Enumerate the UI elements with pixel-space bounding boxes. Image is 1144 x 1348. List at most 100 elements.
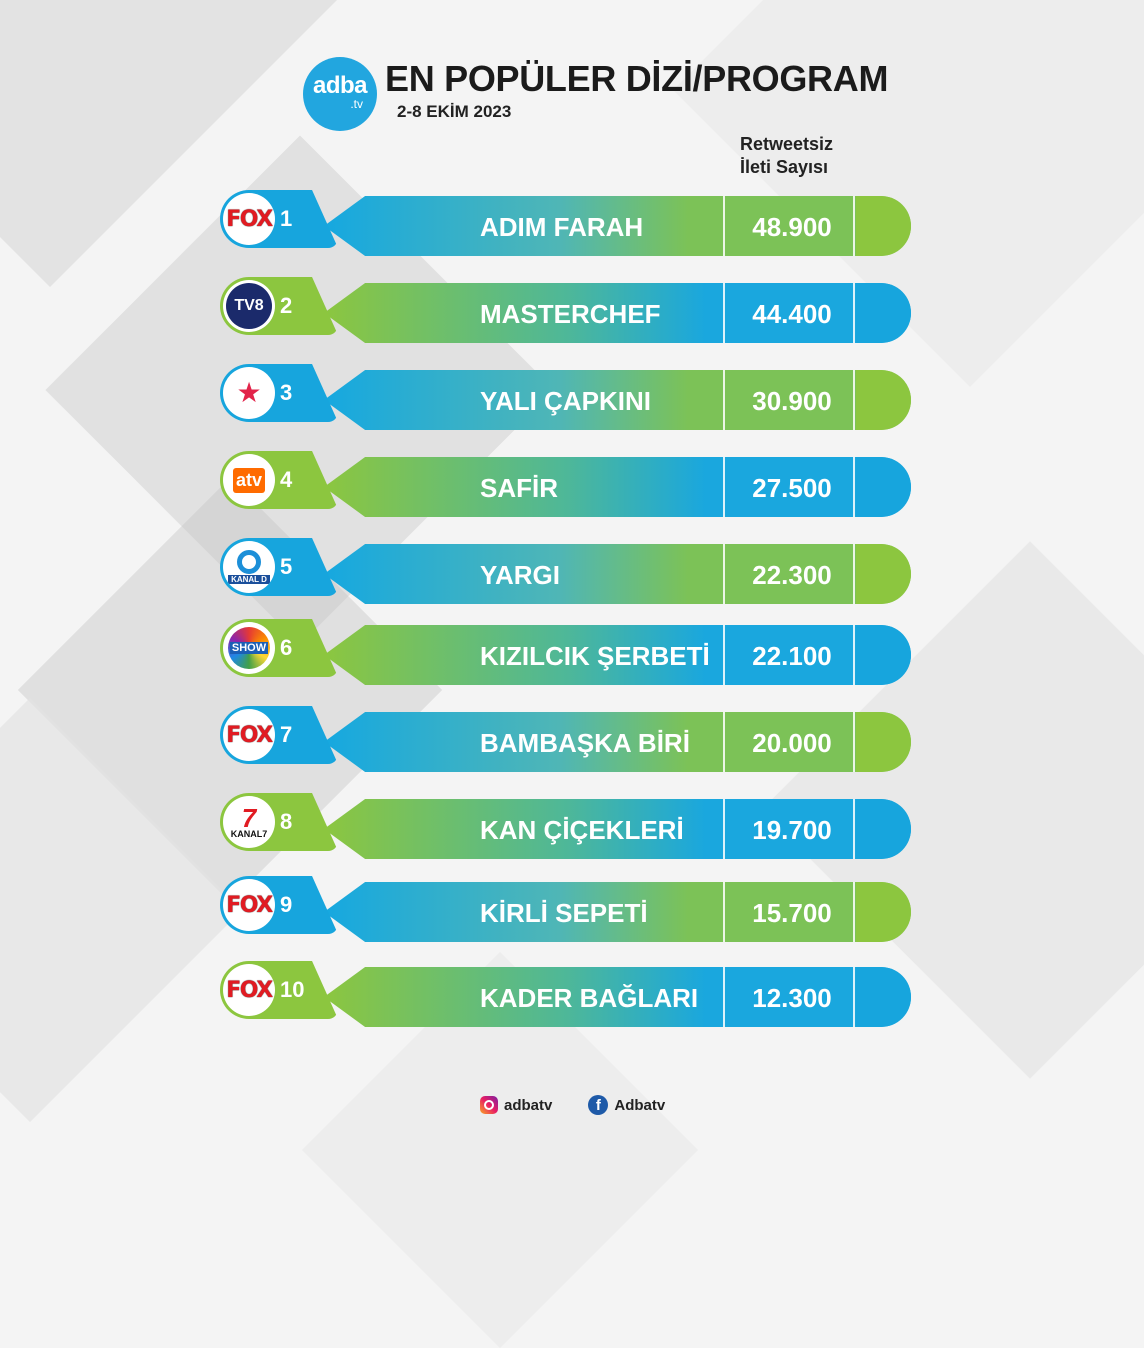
rank-number: 9 — [280, 892, 293, 917]
instagram-handle[interactable]: adbatv — [480, 1096, 552, 1114]
channel-badge: KANAL D — [223, 541, 275, 593]
ranking-bar: YARGI 22.300 — [324, 544, 911, 604]
logo-suffix: .tv — [350, 97, 363, 111]
page-title: EN POPÜLER DİZİ/PROGRAM — [385, 58, 889, 99]
program-name: KADER BAĞLARI — [480, 983, 699, 1013]
rank-number: 7 — [280, 722, 293, 747]
ranking-row: YALI ÇAPKINI 30.900 ★ 3 — [220, 364, 915, 430]
post-count: 19.700 — [752, 815, 832, 845]
ranking-row: KAN ÇİÇEKLERİ 19.700 7 KANAL7 8 — [220, 793, 915, 859]
adba-logo: adba .tv — [303, 57, 377, 131]
ranking-row: SAFİR 27.500 atv 4 — [220, 451, 915, 517]
bar-end-cap — [856, 882, 911, 942]
channel-badge: FOX — [223, 709, 275, 761]
column-header-line1: Retweetsiz — [740, 134, 834, 154]
post-count: 44.400 — [752, 299, 832, 329]
ranking-bar: KADER BAĞLARI 12.300 — [324, 967, 911, 1027]
post-count: 22.100 — [752, 641, 832, 671]
rank-tab: FOX 10 — [220, 961, 338, 1019]
facebook-icon: f — [588, 1095, 609, 1115]
rank-tab: 7 KANAL7 8 — [220, 793, 338, 851]
rank-tab: ★ 3 — [220, 364, 338, 422]
ranking-row: KADER BAĞLARI 12.300 FOX 10 — [220, 961, 915, 1027]
rank-tab: atv 4 — [220, 451, 338, 509]
rank-tab: TV8 2 — [220, 277, 338, 335]
divider — [853, 882, 855, 942]
ranking-bar: YALI ÇAPKINI 30.900 — [324, 370, 911, 430]
rank-number: 4 — [280, 467, 293, 492]
divider — [853, 625, 855, 685]
bar-end-cap — [856, 625, 911, 685]
post-count: 27.500 — [752, 473, 832, 503]
date-range: 2-8 EKİM 2023 — [397, 102, 512, 121]
ranking-bar: BAMBAŞKA BİRİ 20.000 — [324, 712, 911, 772]
tv8-logo-icon: TV8 — [226, 283, 272, 329]
divider — [723, 882, 725, 942]
divider — [723, 967, 725, 1027]
program-name: BAMBAŞKA BİRİ — [480, 728, 690, 758]
program-name: MASTERCHEF — [480, 299, 661, 329]
channel-badge: TV8 — [223, 280, 275, 332]
ranking-row: BAMBAŞKA BİRİ 20.000 FOX 7 — [220, 706, 915, 772]
facebook-handle[interactable]: f Adbatv — [588, 1095, 665, 1115]
atv-logo-icon: atv — [232, 467, 265, 493]
rank-number: 10 — [280, 977, 305, 1002]
kanal-d-logo-icon: KANAL D — [228, 550, 270, 584]
ranking-row: KIZILCIK ŞERBETİ 22.100 SHOW 6 — [220, 619, 915, 685]
fox-logo-icon: FOX — [226, 722, 273, 748]
channel-badge: FOX — [223, 964, 275, 1016]
divider — [723, 625, 725, 685]
program-name: YALI ÇAPKINI — [480, 386, 651, 416]
column-header: Retweetsiz İleti Sayısı — [740, 133, 833, 179]
ranking-bar: ADIM FARAH 48.900 — [324, 196, 911, 256]
program-name: YARGI — [480, 560, 560, 590]
ranking-bar: KİRLİ SEPETİ 15.700 — [324, 882, 911, 942]
divider — [853, 283, 855, 343]
divider — [853, 967, 855, 1027]
post-count: 30.900 — [752, 386, 832, 416]
bar-end-cap — [856, 283, 911, 343]
channel-badge: FOX — [223, 193, 275, 245]
rank-number: 5 — [280, 554, 293, 579]
rank-number: 2 — [280, 293, 293, 318]
ranking-row: ADIM FARAH 48.900 FOX 1 — [220, 190, 915, 256]
bar-end-cap — [856, 196, 911, 256]
post-count: 22.300 — [752, 560, 832, 590]
ranking-row: YARGI 22.300 KANAL D 5 — [220, 538, 915, 604]
ranking-bar: MASTERCHEF 44.400 — [324, 283, 911, 343]
program-name: KAN ÇİÇEKLERİ — [480, 815, 684, 845]
channel-badge: atv — [223, 454, 275, 506]
post-count: 20.000 — [752, 728, 832, 758]
divider — [853, 457, 855, 517]
divider — [853, 544, 855, 604]
rank-number: 1 — [280, 206, 293, 231]
divider — [853, 370, 855, 430]
ranking-bar: SAFİR 27.500 — [324, 457, 911, 517]
star-logo-icon: ★ — [236, 377, 262, 408]
divider — [723, 712, 725, 772]
fox-logo-icon: FOX — [226, 206, 273, 232]
bar-end-cap — [856, 712, 911, 772]
rank-number: 3 — [280, 380, 293, 405]
rank-tab: SHOW 6 — [220, 619, 338, 677]
bar-end-cap — [856, 544, 911, 604]
ranking-bar: KIZILCIK ŞERBETİ 22.100 — [324, 625, 911, 685]
rank-tab: FOX 9 — [220, 876, 338, 934]
post-count: 48.900 — [752, 212, 832, 242]
program-name: KİRLİ SEPETİ — [480, 898, 648, 928]
facebook-label: Adbatv — [614, 1096, 666, 1114]
bar-end-cap — [856, 967, 911, 1027]
column-header-line2: İleti Sayısı — [740, 157, 829, 177]
footer: adbatv f Adbatv — [480, 1095, 665, 1115]
bar-end-cap — [856, 457, 911, 517]
fox-logo-icon: FOX — [226, 977, 273, 1003]
channel-badge: SHOW — [223, 622, 275, 674]
bar-end-cap — [856, 799, 911, 859]
post-count: 12.300 — [752, 983, 832, 1013]
program-name: KIZILCIK ŞERBETİ — [480, 641, 710, 671]
divider — [853, 196, 855, 256]
divider — [723, 196, 725, 256]
ranking-row: KİRLİ SEPETİ 15.700 FOX 9 — [220, 876, 915, 942]
instagram-label: adbatv — [504, 1096, 553, 1114]
rank-tab: FOX 7 — [220, 706, 338, 764]
